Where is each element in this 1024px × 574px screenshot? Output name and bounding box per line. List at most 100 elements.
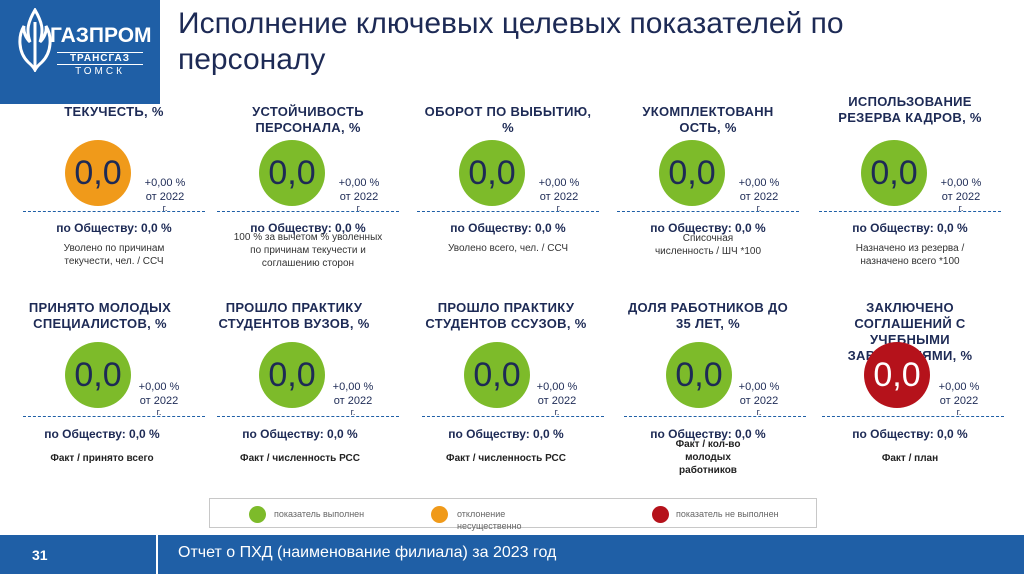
kpi-delta: +0,00 % от 2022 г. [526, 380, 588, 417]
kpi-card-staffing: УКОМПЛЕКТОВАННОСТЬ, % 0,0 +0,00 % от 202… [614, 104, 802, 294]
kpi-delta-year-suffix: г. [156, 407, 162, 417]
kpi-delta-year-suffix: г. [756, 203, 762, 213]
kpi-delta-year: от 2022 [139, 395, 179, 407]
kpi-delta-year-suffix: г. [350, 407, 356, 417]
kpi-society-value: по Обществу: 0,0 % [450, 221, 566, 235]
kpi-delta-year-suffix: г. [556, 203, 562, 213]
kpi-title: ПРОШЛО ПРАКТИКУ СТУДЕНТОВ ССУЗОВ, % [425, 300, 587, 331]
kpi-title: ПРИНЯТО МОЛОДЫХ СПЕЦИАЛИСТОВ, % [28, 300, 172, 331]
kpi-formula-note: Факт / кол-во молодых работников [675, 439, 741, 476]
kpi-card-reserve-usage: ИСПОЛЬЗОВАНИЕ РЕЗЕРВА КАДРОВ, % 0,0 +0,0… [816, 94, 1004, 284]
kpi-delta-value: +0,00 % [738, 381, 780, 393]
kpi-formula-note: Факт / численность РСС [240, 453, 360, 464]
kpi-delta-year-suffix: г. [956, 407, 962, 417]
kpi-society-value: по Обществу: 0,0 % [650, 221, 766, 235]
kpi-formula-note: Уволено всего, чел. / ССЧ [447, 243, 569, 254]
kpi-status-circle: 0,0 [65, 342, 131, 408]
kpi-delta: +0,00 % от 2022 г. [134, 176, 196, 213]
kpi-delta-year: от 2022 [539, 191, 579, 203]
kpi-delta-value: +0,00 % [938, 381, 980, 393]
kpi-delta-year: от 2022 [941, 191, 981, 203]
kpi-delta-year: от 2022 [537, 395, 577, 407]
kpi-title: ОБОРОТ ПО ВЫБЫТИЮ, % [424, 104, 592, 135]
kpi-divider [422, 416, 604, 417]
page-number: 31 [0, 535, 158, 574]
kpi-formula-note: Факт / численность РСС [446, 453, 566, 464]
kpi-divider [217, 211, 399, 212]
kpi-divider [417, 211, 599, 212]
kpi-society-value: по Обществу: 0,0 % [242, 427, 358, 441]
kpi-divider [23, 416, 205, 417]
kpi-delta-year: от 2022 [145, 191, 185, 203]
kpi-card-university-interns: ПРОШЛО ПРАКТИКУ СТУДЕНТОВ ВУЗОВ, % 0,0 +… [200, 300, 399, 490]
kpi-delta-year: от 2022 [939, 395, 979, 407]
kpi-status-circle: 0,0 [259, 140, 325, 206]
kpi-delta-value: +0,00 % [138, 381, 180, 393]
kpi-delta-year-suffix: г. [756, 407, 762, 417]
kpi-status-circle: 0,0 [464, 342, 530, 408]
kpi-status-circle: 0,0 [659, 140, 725, 206]
kpi-delta-value: +0,00 % [536, 381, 578, 393]
kpi-divider [822, 416, 1004, 417]
kpi-divider [819, 211, 1001, 212]
kpi-delta: +0,00 % от 2022 г. [328, 176, 390, 213]
kpi-card-turnover: ТЕКУЧЕСТЬ, % 0,0 +0,00 % от 2022 г. по О… [20, 104, 208, 294]
kpi-society-value: по Обществу: 0,0 % [448, 427, 564, 441]
kpi-status-circle: 0,0 [65, 140, 131, 206]
kpi-title: ДОЛЯ РАБОТНИКОВ ДО 35 ЛЕТ, % [628, 300, 788, 331]
kpi-society-value: по Обществу: 0,0 % [650, 427, 766, 441]
kpi-society-value: по Обществу: 0,0 % [44, 427, 160, 441]
kpi-society-value: по Обществу: 0,0 % [56, 221, 172, 235]
kpi-formula-note: Факт / принято всего [50, 453, 154, 464]
kpi-formula-note: Списочная численность / ШЧ *100 [654, 233, 762, 257]
kpi-delta-value: +0,00 % [940, 177, 982, 189]
legend-minor-icon [431, 506, 448, 523]
kpi-status-circle: 0,0 [666, 342, 732, 408]
page-title: Исполнение ключевых целевых показателей … [178, 7, 844, 76]
kpi-delta: +0,00 % от 2022 г. [728, 176, 790, 213]
kpi-divider [617, 211, 799, 212]
kpi-formula-note: Назначено из резерва / назначено всего *… [855, 243, 965, 267]
legend-minor-label: отклонение несущественно [457, 509, 522, 531]
kpi-divider [217, 416, 399, 417]
legend-failed-icon [652, 506, 669, 523]
kpi-divider [23, 211, 205, 212]
kpi-delta-value: +0,00 % [332, 381, 374, 393]
kpi-delta-year-suffix: г. [958, 203, 964, 213]
kpi-delta: +0,00 % от 2022 г. [930, 176, 992, 213]
kpi-status-circle: 0,0 [459, 140, 525, 206]
kpi-card-college-interns: ПРОШЛО ПРАКТИКУ СТУДЕНТОВ ССУЗОВ, % 0,0 … [412, 300, 604, 490]
legend-achieved-icon [249, 506, 266, 523]
kpi-title: ПРОШЛО ПРАКТИКУ СТУДЕНТОВ ВУЗОВ, % [218, 300, 370, 331]
kpi-card-attrition: ОБОРОТ ПО ВЫБЫТИЮ, % 0,0 +0,00 % от 2022… [414, 104, 602, 294]
kpi-delta: +0,00 % от 2022 г. [322, 380, 384, 417]
footer-bar: 31 Отчет о ПХД (наименование филиала) за… [0, 535, 1024, 574]
kpi-delta: +0,00 % от 2022 г. [128, 380, 190, 417]
footer-text: Отчет о ПХД (наименование филиала) за 20… [178, 544, 557, 561]
kpi-delta: +0,00 % от 2022 г. [728, 380, 790, 417]
legend-failed-label: показатель не выполнен [676, 509, 779, 519]
kpi-card-stability: УСТОЙЧИВОСТЬ ПЕРСОНАЛА, % 0,0 +0,00 % от… [214, 104, 402, 294]
kpi-delta-value: +0,00 % [738, 177, 780, 189]
logo-city: ТОМСК [75, 66, 125, 77]
kpi-card-young-specialists: ПРИНЯТО МОЛОДЫХ СПЕЦИАЛИСТОВ, % 0,0 +0,0… [6, 300, 205, 490]
kpi-society-value: по Обществу: 0,0 % [250, 221, 366, 235]
header-divider [158, 0, 160, 104]
kpi-society-value: по Обществу: 0,0 % [852, 221, 968, 235]
kpi-status-circle: 0,0 [861, 140, 927, 206]
kpi-title: УСТОЙЧИВОСТЬ ПЕРСОНАЛА, % [252, 104, 364, 135]
kpi-delta-year: от 2022 [339, 191, 379, 203]
kpi-delta-value: +0,00 % [144, 177, 186, 189]
kpi-card-under-35-share: ДОЛЯ РАБОТНИКОВ ДО 35 ЛЕТ, % 0,0 +0,00 %… [614, 300, 806, 490]
kpi-delta-year-suffix: г. [162, 203, 168, 213]
kpi-title: ТЕКУЧЕСТЬ, % [64, 104, 164, 119]
kpi-card-education-agreements: ЗАКЛЮЧЕНО СОГЛАШЕНИЙ С УЧЕБНЫМИ ЗАВЕДЕНИ… [816, 300, 1004, 490]
kpi-status-circle: 0,0 [864, 342, 930, 408]
status-legend: показатель выполнен отклонение несуществ… [209, 498, 817, 531]
kpi-delta-value: +0,00 % [338, 177, 380, 189]
gazprom-flame-icon [18, 8, 52, 72]
logo-title: ГАЗПРОМ [50, 24, 152, 47]
kpi-delta-year: от 2022 [739, 191, 779, 203]
kpi-delta-year: от 2022 [333, 395, 373, 407]
kpi-delta-year-suffix: г. [554, 407, 560, 417]
